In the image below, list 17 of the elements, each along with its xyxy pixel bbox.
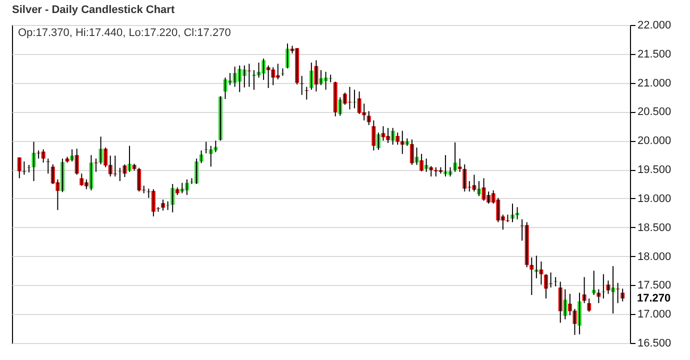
y-tick-label: 20.000 (638, 135, 672, 148)
y-tick-label: 22.000 (638, 20, 672, 32)
text: 17.270 (637, 292, 671, 304)
y-tick-label: 18.000 (638, 250, 672, 263)
y-tick-label: 21.500 (638, 48, 672, 60)
y-tick-label: 20.500 (638, 106, 672, 118)
candlestick (247, 63, 252, 88)
y-tick-label: 16.500 (638, 338, 672, 350)
y-tick-label: 19.500 (638, 164, 672, 176)
y-tick-label: 21.000 (638, 77, 672, 90)
y-tick-label: 17.000 (638, 308, 672, 321)
candlestick (26, 164, 31, 173)
annotation: Op:17.370, Hi:17.440, Lo:17.220, Cl:17.270 (18, 27, 231, 39)
y-tick-label: 19.000 (638, 192, 672, 205)
y-tick-label: 18.500 (638, 222, 672, 234)
chart-title: Silver - Daily Candlestick Chart (12, 4, 175, 16)
y-tick-label: 17.500 (638, 280, 672, 292)
